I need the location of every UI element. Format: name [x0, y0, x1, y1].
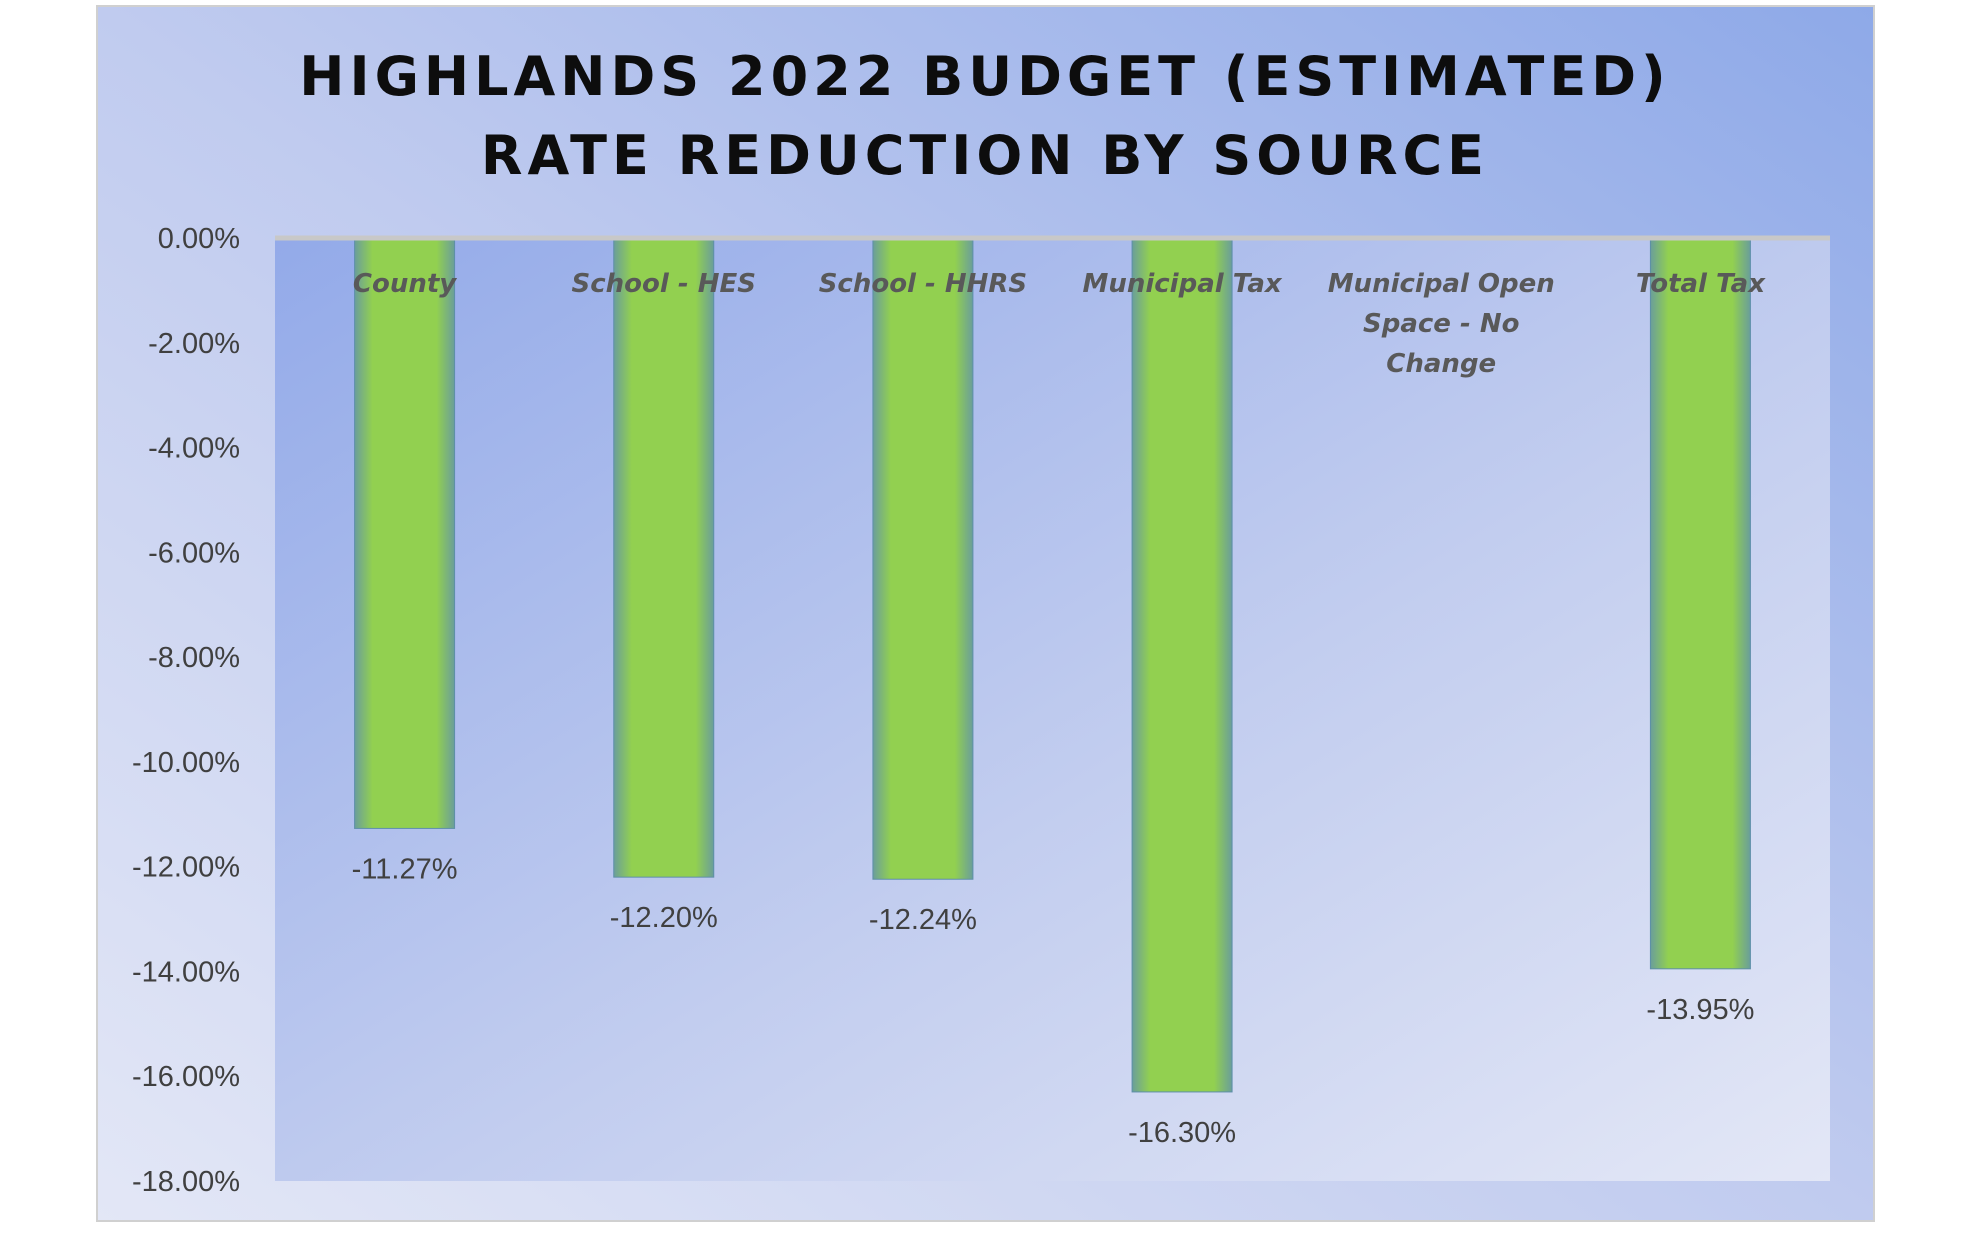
- y-tick-label: 0.00%: [158, 223, 240, 255]
- data-label: -12.24%: [869, 904, 977, 936]
- category-label: County: [353, 269, 457, 299]
- y-tick-label: -4.00%: [148, 433, 240, 465]
- bar: [1131, 237, 1233, 1093]
- category-label: Space - No: [1363, 309, 1519, 339]
- y-tick-label: -6.00%: [148, 537, 240, 569]
- chart-title-line-2: RATE REDUCTION BY SOURCE: [481, 124, 1489, 187]
- y-tick-label: -10.00%: [132, 747, 240, 779]
- data-label: -11.27%: [352, 853, 458, 885]
- category-label: School - HES: [572, 269, 756, 299]
- y-tick-label: -8.00%: [148, 642, 240, 674]
- category-label: Change: [1386, 349, 1496, 379]
- category-label: School - HHRS: [819, 269, 1027, 299]
- y-tick-label: -14.00%: [132, 956, 240, 988]
- bar: [354, 237, 456, 829]
- bar: [872, 237, 974, 880]
- y-tick-label: -16.00%: [132, 1061, 240, 1093]
- chart-title-line-1: HIGHLANDS 2022 BUDGET (ESTIMATED): [299, 45, 1670, 108]
- plot-area: [275, 238, 1830, 1181]
- y-tick-label: -18.00%: [132, 1166, 240, 1198]
- data-label: -12.20%: [610, 902, 718, 934]
- category-label: Total Tax: [1636, 269, 1766, 299]
- bar: [613, 237, 715, 878]
- y-tick-label: -2.00%: [148, 328, 240, 360]
- bar: [1649, 237, 1751, 970]
- category-label: Municipal Tax: [1082, 269, 1282, 299]
- data-label: -16.30%: [1128, 1117, 1236, 1149]
- y-tick-label: -12.00%: [132, 852, 240, 884]
- data-label: -13.95%: [1646, 994, 1754, 1026]
- category-label: Municipal Open: [1328, 269, 1555, 299]
